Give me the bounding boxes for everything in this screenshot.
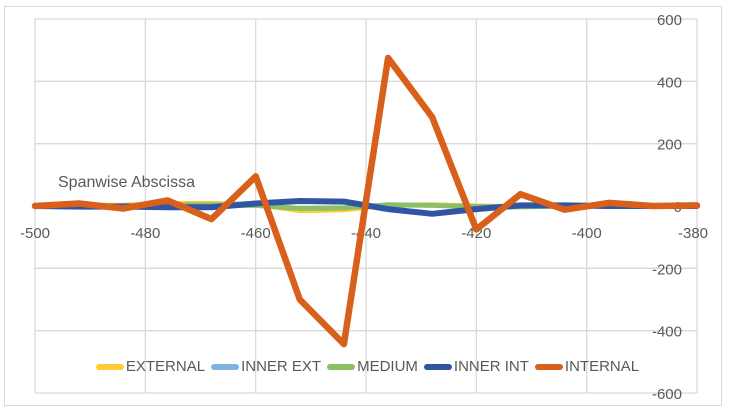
x-tick-label: -400 xyxy=(572,225,602,242)
legend: EXTERNAL INNER EXT MEDIUM INNER INT INTE… xyxy=(0,358,735,375)
inner-int-swatch-icon xyxy=(423,363,452,370)
y-tick-label: 200 xyxy=(657,137,682,154)
legend-label: MEDIUM xyxy=(357,358,418,375)
spanwise-abscissa-annotation: Spanwise Abscissa xyxy=(58,174,195,191)
legend-label: INNER EXT xyxy=(241,358,322,375)
legend-item-external: EXTERNAL xyxy=(95,358,206,375)
x-tick-label: -480 xyxy=(130,225,160,242)
legend-item-inner-int: INNER INT xyxy=(423,358,529,375)
y-tick-label: -600 xyxy=(652,386,682,403)
x-tick-label: -380 xyxy=(678,225,708,242)
legend-item-internal: INTERNAL xyxy=(534,358,640,375)
legend-label: INTERNAL xyxy=(564,358,640,375)
y-tick-label: 600 xyxy=(657,12,682,29)
series-line-internal xyxy=(31,54,701,348)
gridlines xyxy=(34,18,698,394)
y-tick-label: -200 xyxy=(652,261,682,278)
series-lines xyxy=(31,54,701,348)
legend-item-medium: MEDIUM xyxy=(327,358,418,375)
medium-swatch-icon xyxy=(327,363,356,370)
internal-swatch-icon xyxy=(534,363,563,370)
inner-ext-swatch-icon xyxy=(211,363,240,370)
x-tick-label: -500 xyxy=(20,225,50,242)
legend-label: EXTERNAL xyxy=(125,358,206,375)
legend-label: INNER INT xyxy=(453,358,529,375)
y-tick-label: 400 xyxy=(657,74,682,91)
legend-item-inner-ext: INNER EXT xyxy=(211,358,321,375)
x-tick-label: -440 xyxy=(351,225,381,242)
x-tick-label: -460 xyxy=(241,225,271,242)
x-axis-labels: -500 -480 -460 -440 -420 -400 -380 xyxy=(20,225,708,242)
y-tick-label: -400 xyxy=(652,324,682,341)
x-tick-label: -420 xyxy=(461,225,491,242)
external-swatch-icon xyxy=(95,363,124,370)
